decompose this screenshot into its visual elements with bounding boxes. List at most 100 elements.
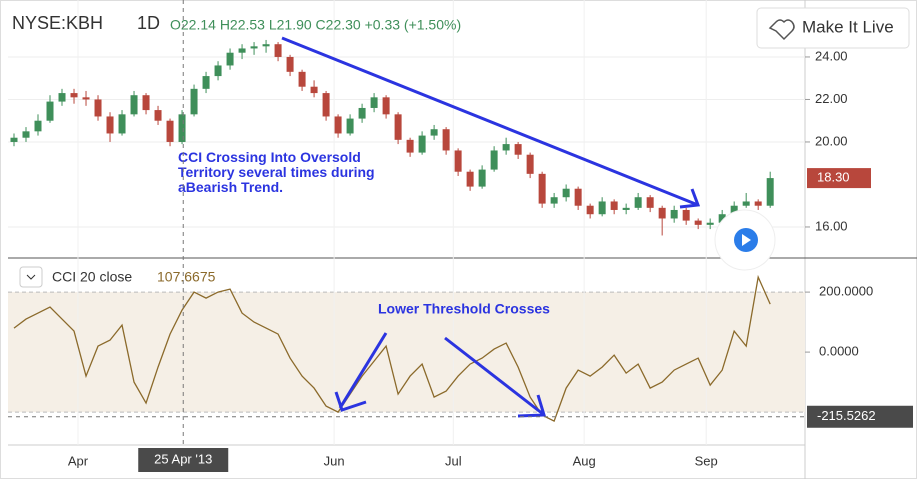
candle-body <box>502 144 510 151</box>
y-tick-label: 20.00 <box>815 133 848 148</box>
chevron <box>26 274 36 280</box>
interval: 1D <box>137 13 160 33</box>
candle-body <box>418 135 426 153</box>
button-bg[interactable] <box>756 7 910 49</box>
candle-body <box>634 197 642 208</box>
candle-body <box>310 86 318 94</box>
cci-annotation: Lower Threshold Crosses <box>378 301 550 317</box>
candle-body <box>406 139 414 153</box>
candle-body <box>274 44 282 57</box>
candle-body <box>190 88 198 115</box>
make-it-live[interactable]: Make It Live <box>756 7 910 49</box>
last-price-tag <box>807 168 871 189</box>
x-tick-label: Jun <box>324 453 345 468</box>
candle-body <box>706 222 714 225</box>
candle-body <box>226 52 234 66</box>
arrow-2 <box>444 336 546 418</box>
candle-body <box>154 110 162 121</box>
candle-body <box>166 120 174 142</box>
crosshair-x-label: 25 Apr '13 <box>154 451 212 466</box>
candle-body <box>142 95 150 111</box>
candle-body <box>70 93 78 98</box>
candle-body <box>442 129 450 151</box>
candle-body <box>250 46 258 49</box>
candle-body <box>238 48 246 53</box>
x-tick-label: Sep <box>695 453 718 468</box>
cci-band <box>8 292 805 413</box>
candle-body <box>598 201 606 215</box>
symbol: NYSE:KBH <box>12 13 103 33</box>
candle-body <box>610 201 618 210</box>
annotation: CCI Crossing Into Oversold Territory sev… <box>178 150 375 195</box>
x-tick-label: Apr <box>68 453 89 468</box>
y-tick-label: 16.00 <box>815 218 848 233</box>
candle-body <box>358 107 366 119</box>
candle-body <box>334 116 342 134</box>
candle-body <box>670 209 678 219</box>
arrow-1 <box>334 332 388 412</box>
candle-body <box>514 144 522 155</box>
candle-body <box>742 201 750 206</box>
candle-body <box>22 131 30 138</box>
candle-body <box>730 205 738 215</box>
candle-body <box>526 154 534 174</box>
trend-line <box>281 36 699 207</box>
candle-body <box>622 207 630 210</box>
candle-body <box>94 99 102 117</box>
crosshair-x-tag <box>138 448 229 472</box>
candle-body <box>538 173 546 204</box>
candle-body <box>10 137 18 142</box>
candle-body <box>298 71 306 87</box>
candle-body <box>646 197 654 208</box>
candle-body <box>574 188 582 206</box>
candle-body <box>586 205 594 215</box>
last-price-label: 18.30 <box>817 170 850 185</box>
play-triangle <box>742 234 751 246</box>
arrow-head <box>679 188 701 209</box>
candle-body <box>130 95 138 115</box>
candle-body <box>46 101 54 121</box>
heart-icon <box>768 19 795 41</box>
candle-body <box>550 197 558 204</box>
candle-body <box>382 97 390 115</box>
cci-line <box>13 274 771 423</box>
candle-body <box>754 201 762 206</box>
candle-body <box>562 188 570 198</box>
button-label[interactable]: Make It Live <box>802 17 894 36</box>
candle-body <box>58 93 66 102</box>
candle-body <box>106 116 114 134</box>
candle-body <box>394 114 402 140</box>
cci-name: CCI 20 close <box>52 269 132 285</box>
candle-body <box>346 118 354 134</box>
candle-body <box>466 171 474 187</box>
candle-body <box>322 93 330 117</box>
candle-body <box>34 120 42 132</box>
candle-body <box>490 150 498 170</box>
candle-body <box>766 178 774 206</box>
candle-body <box>370 97 378 108</box>
candle-body <box>718 214 726 223</box>
candle-body <box>658 207 666 219</box>
cci-value: 107.6675 <box>157 269 216 285</box>
x-tick-label: Jul <box>445 453 462 468</box>
y-tick-label: 200.0000 <box>819 284 873 299</box>
candle-body <box>682 209 690 221</box>
annotation-box: CCI Crossing Into Oversold Territory sev… <box>178 150 375 195</box>
candle-body <box>286 56 294 72</box>
candle-body <box>82 97 90 100</box>
candle-body <box>694 220 702 225</box>
candle-body <box>430 129 438 136</box>
y-tick-label: 22.00 <box>815 91 848 106</box>
crosshair-y-label: -215.5262 <box>817 408 876 423</box>
x-tick-label: Aug <box>573 453 596 468</box>
candle-body <box>262 44 270 47</box>
candle-body <box>118 114 126 134</box>
crosshair-y-tag <box>807 405 913 428</box>
ohlc: O22.14 H22.53 L21.90 C22.30 +0.33 (+1.50… <box>170 17 461 33</box>
candle-body <box>478 169 486 187</box>
candle-body <box>454 150 462 172</box>
y-tick-label: 0.0000 <box>819 344 859 359</box>
collapse-btn[interactable] <box>19 266 43 288</box>
candle-body <box>178 114 186 142</box>
